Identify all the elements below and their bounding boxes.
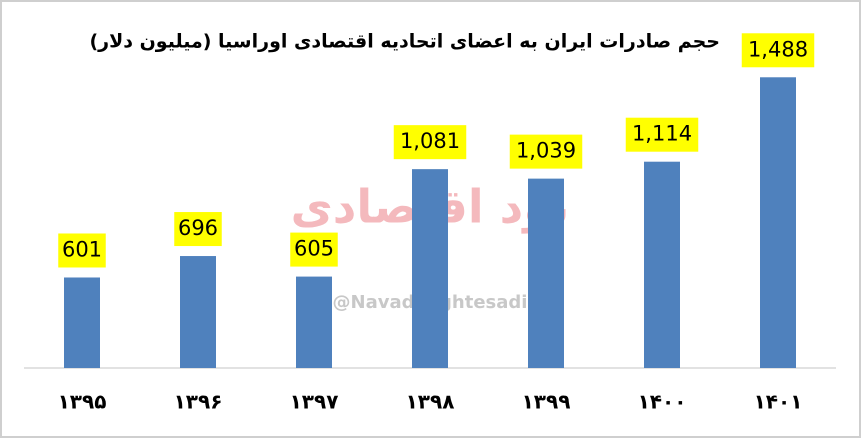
bar: [412, 169, 448, 368]
data-label: 1,039: [516, 139, 576, 163]
data-label-bg: [741, 33, 815, 68]
x-tick-label: ۱۳۹۶: [174, 390, 223, 414]
bar: [644, 161, 680, 368]
data-label-bg: [509, 134, 583, 169]
data-label-bg: [393, 125, 467, 160]
x-tick-label: ۱۳۹۹: [522, 390, 571, 414]
x-tick-label: ۱۳۹۷: [290, 390, 339, 414]
x-tick-label: ۱۳۹۵: [58, 390, 107, 414]
data-label: 601: [62, 237, 102, 261]
data-label: 1,488: [748, 37, 808, 61]
x-tick-label: ۱۴۰۱: [754, 390, 803, 414]
data-label: 605: [294, 237, 334, 261]
x-tick-label: ۱۳۹۸: [406, 390, 455, 414]
data-label: 696: [178, 216, 218, 240]
x-tick-label: ۱۴۰۰: [638, 390, 687, 414]
bar: [296, 276, 332, 368]
data-label: 1,081: [400, 129, 460, 153]
data-label-bg: [625, 117, 699, 152]
bar: [64, 277, 100, 368]
bar: [760, 77, 796, 368]
data-label-bg: [58, 233, 106, 268]
bar: [528, 178, 564, 368]
chart-title: حجم صادرات ایران به اعضای اتحادیه اقتصاد…: [89, 31, 720, 53]
data-label: 1,114: [632, 122, 692, 146]
bar: [180, 256, 216, 368]
data-label-bg: [174, 212, 222, 247]
data-label-bg: [290, 232, 338, 267]
